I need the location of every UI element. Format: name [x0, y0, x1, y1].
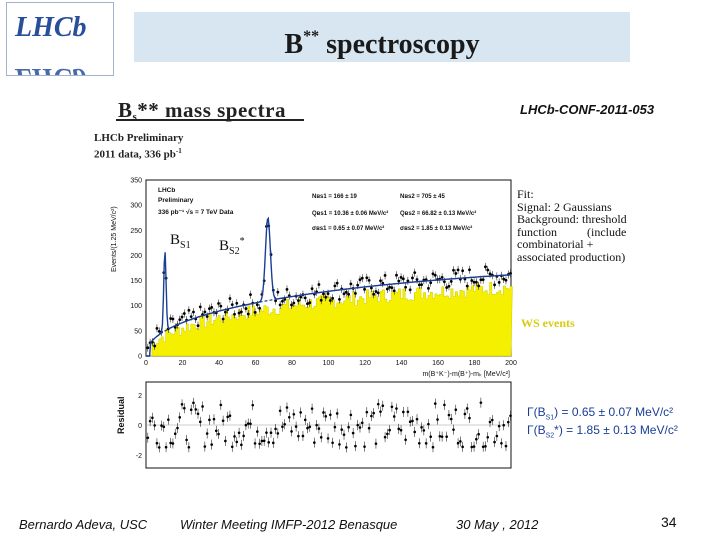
plot-title-underline [116, 119, 304, 121]
conf-id: LHCb-CONF-2011-053 [520, 102, 655, 117]
y-tick-label: 100 [130, 303, 142, 310]
preliminary-label: LHCb Preliminary 2011 data, 336 pb-1 [94, 132, 184, 161]
inner-legend-line: 336 pb⁻¹ √s = 7 TeV Data [158, 208, 234, 216]
lhcb-logo-graphic: LHCb LHCb [14, 12, 87, 75]
x-tick-label: 180 [469, 360, 481, 367]
param-text: Qʙs1 = 10.36 ± 0.06 MeV/c² [312, 210, 388, 217]
x-tick-label: 80 [288, 360, 296, 367]
y-tick-label: 200 [130, 253, 142, 260]
svg-text:LHCb: LHCb [14, 62, 87, 75]
y-axis-label-top: Events/(1.25 MeV/c²) [111, 206, 118, 272]
x-tick-label: 140 [396, 360, 408, 367]
param-text: σʙs1 = 0.65 ± 0.07 MeV/c² [312, 225, 384, 232]
x-tick-label: 160 [432, 360, 444, 367]
y-tick-label: -2 [136, 453, 142, 460]
page-number: 34 [661, 514, 677, 530]
x-ticks: 0 20 40 60 80 100 120 140 160 180 200 [144, 360, 517, 367]
param-text: Nʙs2 = 705 ± 45 [400, 194, 446, 200]
y-tick-label: 150 [130, 278, 142, 285]
y-tick-label: 0 [138, 354, 142, 361]
y-ticks-bottom: 2 0 -2 [136, 393, 142, 460]
mass-spectrum-plot: LHCb Preliminary 336 pb⁻¹ √s = 7 TeV Dat… [111, 178, 517, 469]
x-tick-label: 20 [179, 360, 187, 367]
x-tick-label: 60 [252, 360, 260, 367]
background-curve [146, 274, 512, 357]
x-tick-label: 120 [359, 360, 371, 367]
fit-parameters: Nʙs1 = 166 ± 19 Qʙs1 = 10.36 ± 0.06 MeV/… [312, 194, 476, 232]
lhcb-logo: LHCb LHCb [6, 2, 114, 76]
x-tick-label: 200 [505, 360, 517, 367]
data-points [146, 221, 512, 352]
x-tick-label: 100 [323, 360, 335, 367]
inner-legend: LHCb Preliminary 336 pb⁻¹ √s = 7 TeV Dat… [158, 187, 234, 216]
param-text: Qʙs2 = 66.82 ± 0.13 MeV/c² [400, 210, 476, 217]
inner-legend-line: Preliminary [158, 197, 194, 204]
svg-text:LHCb: LHCb [14, 12, 87, 43]
x-axis-label: m(B⁺K⁻)-m(B⁺)-mₖ [MeV/c²] [422, 371, 510, 378]
y-tick-label: 0 [138, 423, 142, 430]
width-bs2: Γ(BS2*) = 1.85 ± 0.13 MeV/c² [527, 423, 678, 440]
y-tick-label: 350 [130, 178, 142, 185]
inner-legend-line: LHCb [158, 187, 175, 194]
peak-label-bs2: BS2* [219, 236, 245, 257]
x-tick-label: 40 [215, 360, 223, 367]
width-bs1: Γ(BS1) = 0.65 ± 0.07 MeV/c² [527, 405, 674, 422]
y-tick-label: 250 [130, 228, 142, 235]
slide-title: B** spectroscopy [284, 28, 480, 60]
y-tick-label: 300 [130, 203, 142, 210]
param-text: σʙs2 = 1.85 ± 0.13 MeV/c² [400, 225, 472, 232]
footer-date: 30 May , 2012 [456, 517, 539, 532]
y-ticks-top: 350 300 250 200 150 100 50 0 [130, 178, 142, 361]
y-tick-label: 2 [138, 393, 142, 400]
fit-description: Fit: Signal: 2 Gaussians Background: thr… [517, 187, 627, 264]
plot-title: Bs** mass spectra [118, 98, 286, 123]
residual-points [146, 397, 512, 453]
y-axis-label-bottom: Residual [116, 396, 126, 434]
y-tick-label: 50 [134, 328, 142, 335]
ws-events-label: WS events [521, 316, 575, 330]
footer-author: Bernardo Adeva, USC [19, 517, 148, 532]
param-text: Nʙs1 = 166 ± 19 [312, 194, 358, 200]
peak-label-bs1: BS1 [170, 232, 191, 251]
footer-event: Winter Meeting IMFP-2012 Benasque [180, 517, 398, 532]
title-bar [134, 12, 630, 62]
x-tick-label: 0 [144, 360, 148, 367]
